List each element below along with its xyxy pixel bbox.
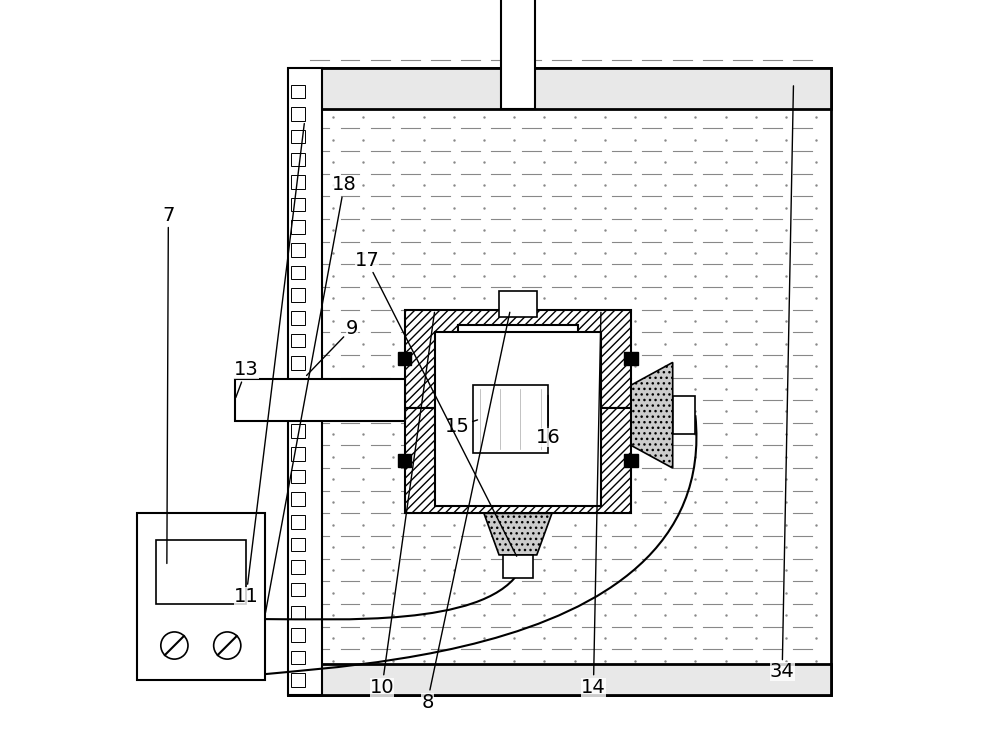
Polygon shape xyxy=(484,513,551,555)
Text: 18: 18 xyxy=(265,175,357,612)
Text: 9: 9 xyxy=(307,319,358,375)
Bar xyxy=(291,198,305,211)
Bar xyxy=(288,68,832,695)
Bar xyxy=(624,454,638,467)
Bar xyxy=(398,454,412,467)
Bar xyxy=(291,651,305,664)
Bar xyxy=(672,396,695,434)
Bar xyxy=(291,424,305,438)
Circle shape xyxy=(161,632,188,659)
Bar xyxy=(405,310,631,408)
Text: 14: 14 xyxy=(581,313,606,697)
Bar xyxy=(291,220,305,234)
Bar xyxy=(405,408,631,513)
Bar xyxy=(291,266,305,279)
Bar xyxy=(291,583,305,596)
Bar xyxy=(291,402,305,415)
Bar xyxy=(291,243,305,257)
Bar xyxy=(291,130,305,143)
Bar xyxy=(291,538,305,551)
Bar xyxy=(291,379,305,393)
Text: 17: 17 xyxy=(355,251,517,556)
FancyBboxPatch shape xyxy=(501,0,535,109)
Bar xyxy=(291,153,305,166)
Bar xyxy=(291,673,305,687)
Bar xyxy=(291,628,305,642)
Bar xyxy=(288,68,321,695)
Bar xyxy=(291,492,305,506)
Bar xyxy=(457,423,578,498)
Bar xyxy=(457,325,578,400)
Bar xyxy=(291,356,305,370)
Bar xyxy=(499,291,537,317)
Bar xyxy=(291,606,305,619)
Text: 10: 10 xyxy=(370,313,434,697)
Bar xyxy=(291,334,305,347)
FancyBboxPatch shape xyxy=(155,540,246,604)
Bar xyxy=(503,555,533,578)
Polygon shape xyxy=(631,362,672,468)
FancyBboxPatch shape xyxy=(288,68,832,109)
Bar xyxy=(291,85,305,98)
Text: 16: 16 xyxy=(536,396,560,448)
Circle shape xyxy=(213,632,241,659)
Text: 34: 34 xyxy=(770,86,794,682)
Bar xyxy=(291,107,305,121)
Bar xyxy=(291,515,305,528)
Bar xyxy=(624,352,638,365)
Bar xyxy=(291,175,305,189)
Text: 13: 13 xyxy=(234,360,259,398)
Bar xyxy=(291,288,305,302)
Bar xyxy=(291,447,305,461)
Text: 8: 8 xyxy=(421,313,510,712)
Bar xyxy=(398,352,412,365)
Bar xyxy=(291,311,305,325)
FancyBboxPatch shape xyxy=(137,513,265,680)
Bar xyxy=(434,332,601,506)
Text: 15: 15 xyxy=(445,417,478,436)
Bar xyxy=(235,380,405,421)
Bar xyxy=(291,560,305,574)
Bar xyxy=(473,385,549,453)
Bar xyxy=(291,470,305,483)
Text: 7: 7 xyxy=(162,205,175,563)
Text: 11: 11 xyxy=(234,124,305,606)
FancyBboxPatch shape xyxy=(288,664,832,695)
